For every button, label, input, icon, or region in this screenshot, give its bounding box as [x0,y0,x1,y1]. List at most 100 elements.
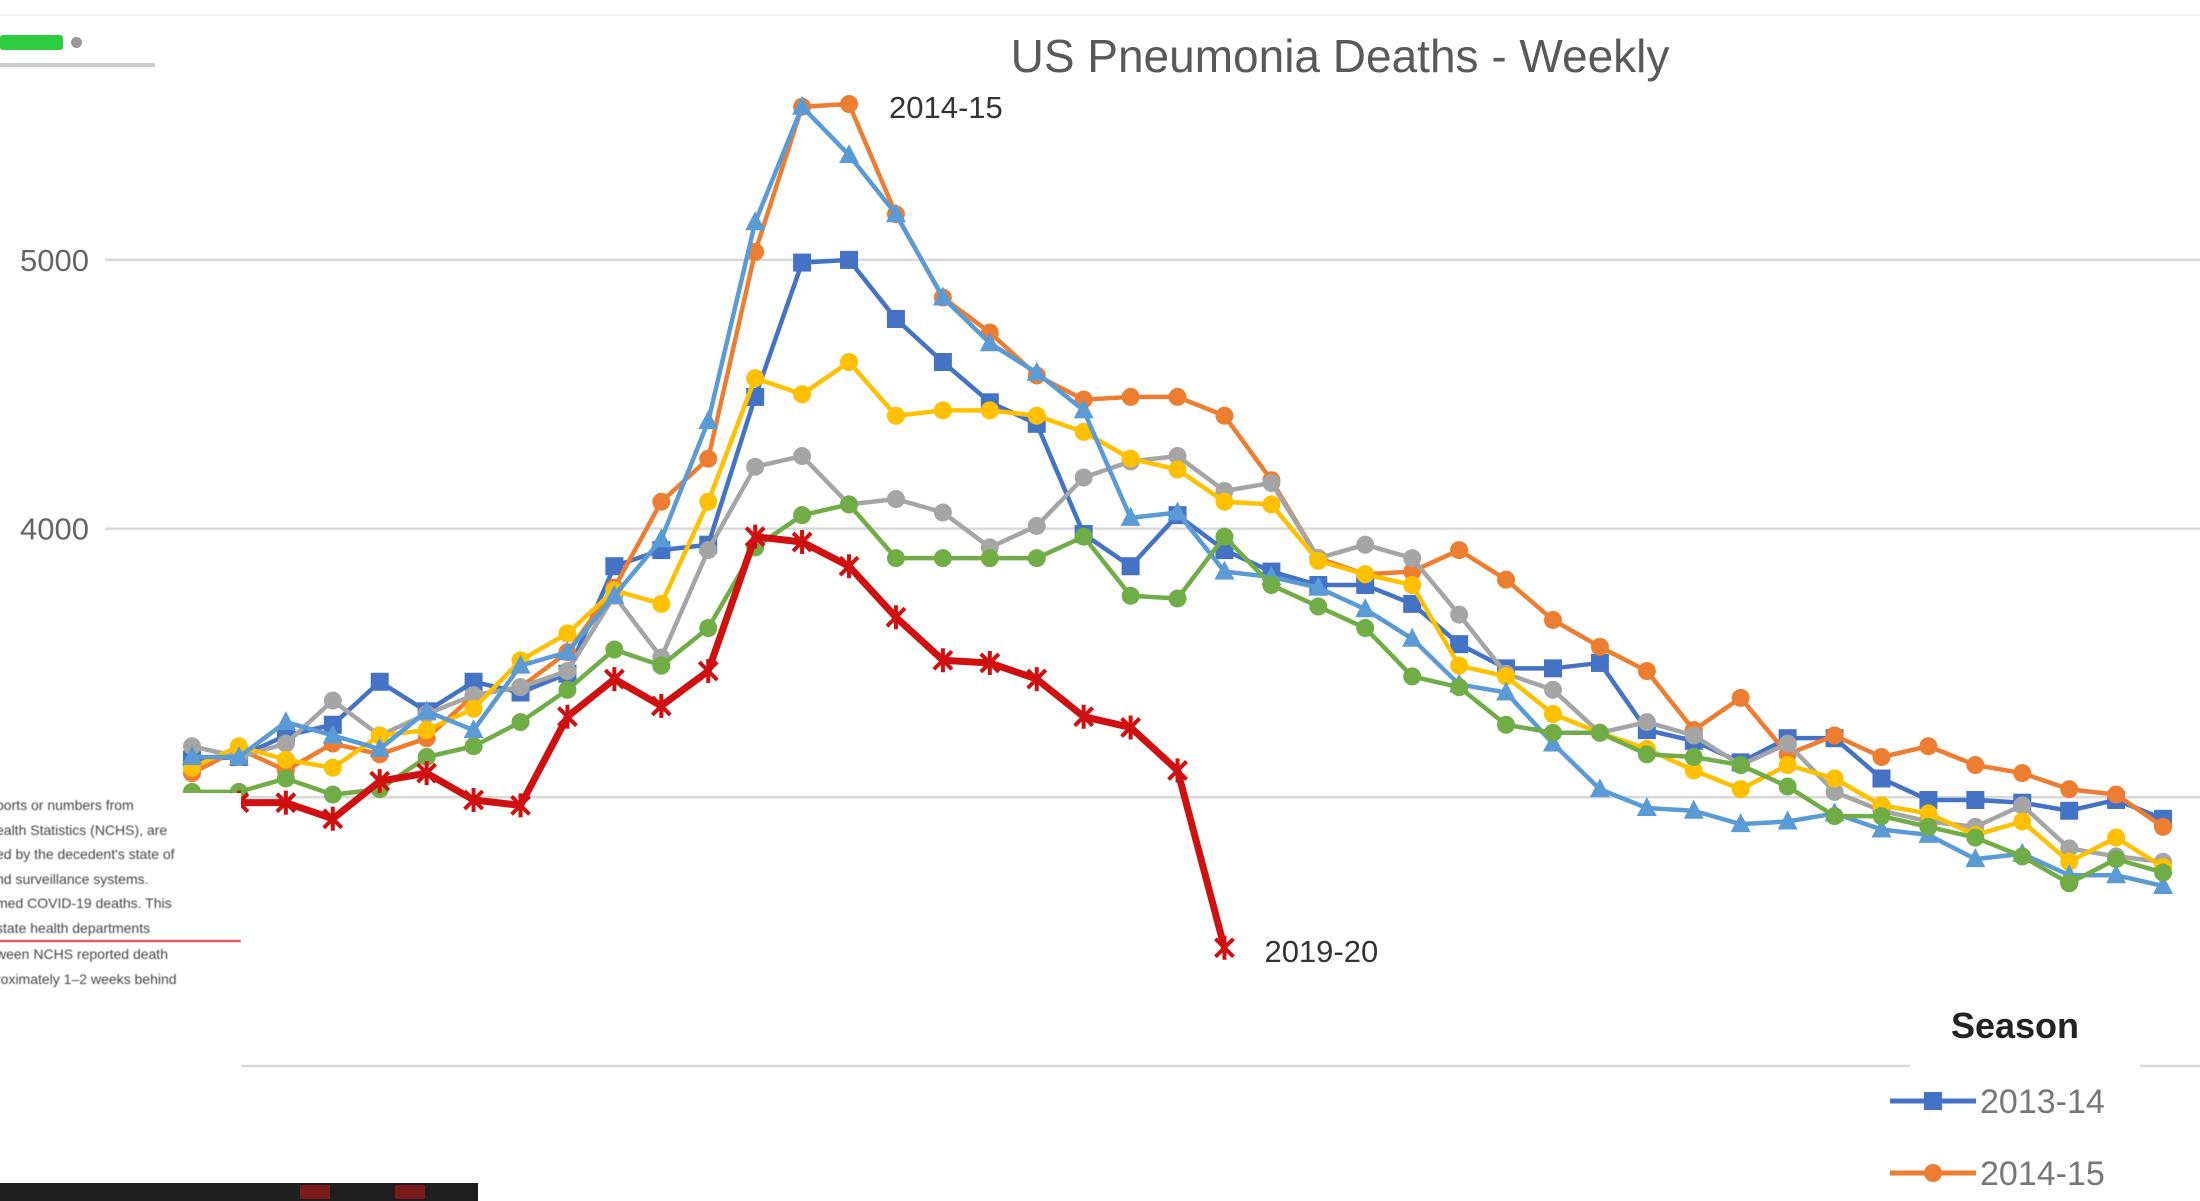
data-point [979,332,1000,352]
side-note-line: state health departments [0,916,241,942]
data-point [1450,635,1469,654]
data-point [1924,1092,1942,1110]
data-point [1168,589,1187,608]
data-point [1637,662,1656,681]
data-point [791,530,813,555]
data-point [1636,797,1657,817]
data-point [1168,447,1187,466]
data-point [1966,790,1985,809]
data-point [1262,473,1281,492]
data-point [1214,560,1235,580]
data-point [1168,460,1187,479]
data-point [369,769,391,794]
data-point [2060,780,2079,799]
data-point [652,492,671,511]
annotation-label: 2019-20 [1264,934,1378,969]
data-point [417,721,436,740]
legend: Season 2013-14 2014-15 [1890,985,2140,1201]
data-point [604,584,625,604]
data-point [605,557,624,576]
data-point [745,211,766,231]
data-point [886,406,905,425]
data-point [1777,810,1798,830]
data-point [1730,813,1751,833]
data-point [510,793,531,818]
data-point [1402,627,1423,647]
legend-label: 2014-15 [1980,1155,2105,1193]
data-point [1121,387,1140,406]
data-point [1121,557,1140,576]
data-point [1262,576,1281,595]
data-point [933,549,952,568]
data-point [1167,501,1188,521]
data-point [1403,549,1422,568]
data-point [933,353,952,372]
data-point [511,678,530,697]
data-point [276,734,295,753]
data-point [370,672,389,691]
data-point [1356,565,1375,584]
data-point [1167,758,1188,783]
data-point [2107,850,2126,869]
data-point [2153,874,2174,894]
data-point [1215,527,1234,546]
data-point [1590,637,1609,656]
data-point [2060,839,2079,858]
data-point [1356,535,1375,554]
data-point [1074,422,1093,441]
data-point [510,654,531,674]
data-point [323,758,342,777]
data-point [2013,796,2032,815]
side-note-line: ealth Statistics (NCHS), are [0,821,168,838]
data-point [1450,605,1469,624]
data-point [1872,807,1891,826]
data-point [1825,782,1844,801]
data-point [464,672,483,691]
data-point [1450,541,1469,560]
data-point [979,650,1001,675]
side-note-line: med COVID-19 deaths. This [0,895,172,911]
side-note-line: ween NCHS reported death [0,946,168,962]
data-point [1450,678,1469,697]
data-point [228,745,249,765]
data-point [838,554,860,579]
side-note-line: ports or numbers from [0,797,134,813]
side-note-line: nd surveillance systems. [0,870,149,887]
data-point [416,700,437,720]
data-point [793,253,812,272]
data-point [1073,399,1094,419]
data-point [840,95,859,114]
data-point [1590,723,1609,742]
data-point [2154,817,2173,836]
data-point [746,369,765,388]
data-point [275,790,297,815]
data-point [1026,361,1047,381]
data-point [1966,828,1985,847]
data-point [980,401,999,420]
data-point [1778,734,1797,753]
data-point [1543,659,1562,678]
series-line [191,359,2165,870]
legend-item-2013-14: 2013-14 [1890,1083,2105,1121]
data-point [1356,619,1375,638]
legend-label: 2013-14 [1980,1083,2105,1121]
data-point [1074,468,1093,487]
data-point [323,785,342,804]
data-point [2013,847,2032,866]
data-point [1497,715,1516,734]
data-point [1262,495,1281,514]
data-point [1684,747,1703,766]
chart-title: US Pneumonia Deaths - Weekly [1011,30,1670,82]
data-point [1214,935,1235,960]
side-note-line: ed by the decedent's state of [0,846,175,862]
data-point [792,95,813,115]
side-note-line: roximately 1–2 weeks behind [0,970,177,987]
data-point [1074,527,1093,546]
data-point [1403,576,1422,595]
data-point [276,750,295,769]
data-point [699,541,718,560]
side-note-panel: ports or numbers from ealth Statistics (… [0,793,241,1045]
data-point [1168,387,1187,406]
data-point [840,353,859,372]
data-point [1590,653,1609,672]
